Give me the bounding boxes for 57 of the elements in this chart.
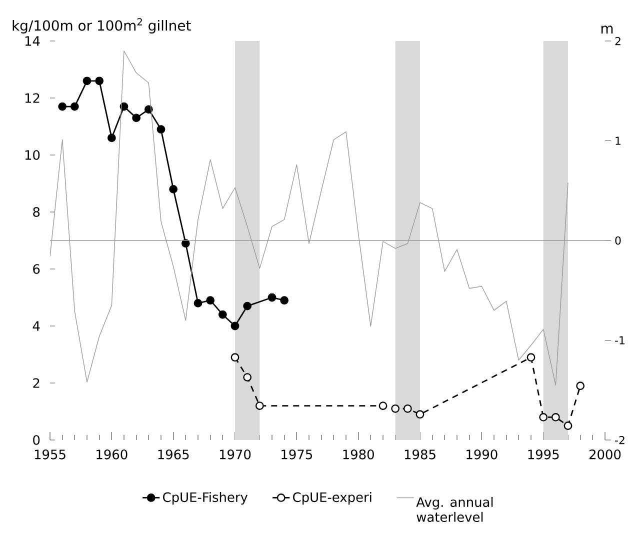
point [526,353,536,362]
point [268,293,276,302]
point [280,296,289,305]
y-tick-label: 12 [25,93,40,103]
y-tick-label: 6 [33,264,40,274]
y-tick-label: 10 [25,150,40,160]
point [230,322,240,330]
legend-label: Avg. annual waterlevel [416,496,493,522]
y-tick-label: 8 [33,207,40,217]
point [416,410,424,419]
x-tick-label: 1960 [96,450,128,460]
x-tick-label: 1980 [343,450,374,460]
point [206,296,215,305]
legend-label: CpUE-Fishery [163,492,248,505]
point [82,76,92,86]
y-tick-label: 0 [33,435,40,445]
point [391,404,400,413]
y-tick-label: 2 [33,378,40,388]
point [403,404,412,413]
point [58,102,67,111]
y-tick-label: 4 [32,321,40,331]
y2-tick-label: -1 [615,336,624,344]
point [120,102,128,111]
point [107,134,116,142]
x-tick-label: 1965 [158,450,189,460]
point [156,125,166,134]
y2-tick-label: 0 [615,236,621,245]
x-tick-label: 1955 [34,450,66,460]
x-tick-label: 1970 [220,450,251,460]
y2-axis-title: m [601,26,613,34]
legend-label: CpUE-experi [293,492,372,505]
point [169,185,178,194]
point [144,105,153,114]
point [539,413,548,422]
point [551,413,560,422]
point [95,76,104,86]
y-axis-title: kg/100m or 100m$^{2}$ gillnet [12,18,191,34]
point [378,402,388,410]
x-tick-label: 1990 [466,450,498,460]
y2-tick-label: -2 [615,436,624,444]
point [70,102,79,111]
point [132,114,141,122]
x-tick-label: 1985 [404,450,436,460]
point [194,299,202,308]
point [564,422,572,430]
y2-tick-label: 2 [615,36,620,46]
point [243,302,252,310]
y-tick-label: 14 [25,36,40,46]
x-tick-label: 1995 [528,450,559,460]
x-tick-label: 2000 [589,450,621,460]
point [255,402,264,410]
point [218,310,227,319]
y2-tick-label: 1 [616,136,620,145]
x-tick-label: 1975 [282,450,312,460]
point [243,373,252,382]
point [230,353,240,362]
point [576,382,585,390]
